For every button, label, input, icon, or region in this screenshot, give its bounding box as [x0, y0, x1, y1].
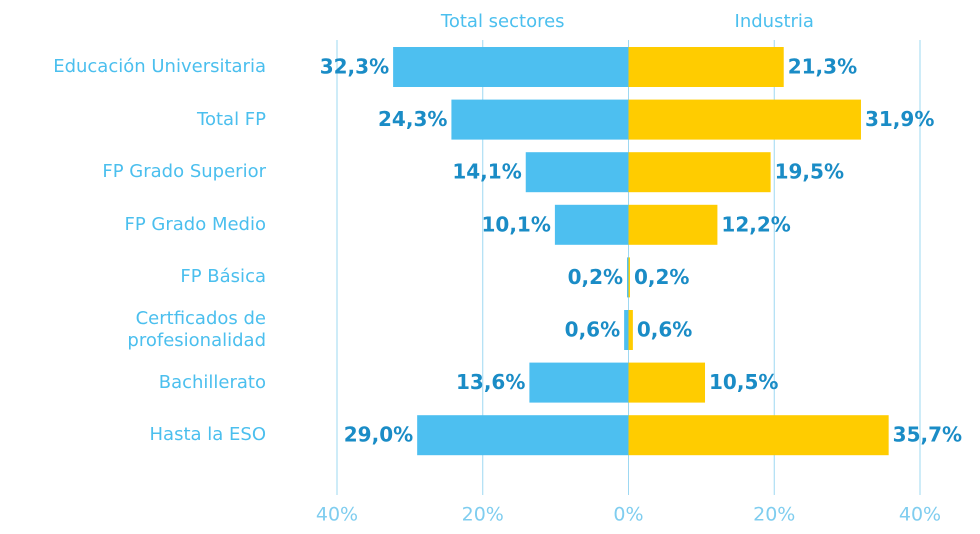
bar	[451, 99, 629, 140]
x-tick-label: 20%	[462, 504, 504, 526]
bar	[628, 415, 889, 456]
bar	[525, 152, 629, 193]
category-label: Educación Universitaria	[53, 56, 266, 77]
value-label: 31,9%	[865, 107, 934, 131]
legend-label: Total sectores	[440, 11, 565, 32]
bar	[393, 47, 629, 87]
bar	[628, 204, 718, 245]
value-label: 35,7%	[893, 423, 962, 447]
category-label: Hasta la ESO	[149, 424, 266, 446]
category-label: Total FP	[197, 108, 266, 130]
bar	[417, 415, 629, 456]
value-label: 12,2%	[721, 212, 790, 236]
category-label: Bachillerato	[158, 371, 266, 393]
value-label: 13,6%	[456, 370, 525, 394]
bar	[628, 310, 633, 350]
bar	[628, 47, 784, 87]
bar	[627, 257, 629, 298]
bar	[624, 310, 629, 350]
bar	[554, 204, 629, 245]
category-label: FP Grado Medio	[124, 213, 266, 235]
value-label: 10,5%	[709, 370, 778, 394]
value-label: 0,6%	[637, 318, 692, 342]
value-label: 0,2%	[634, 265, 689, 289]
value-label: 10,1%	[482, 212, 551, 236]
value-label: 24,3%	[378, 107, 447, 131]
bar	[628, 152, 771, 193]
x-tick-label: 20%	[753, 504, 795, 526]
category-label: FP Básica	[180, 266, 266, 288]
x-tick-label: 0%	[613, 504, 643, 526]
bar	[628, 99, 861, 140]
value-label: 29,0%	[344, 423, 413, 447]
category-label: Certficados de profesionalidad	[127, 308, 266, 351]
bar	[529, 362, 629, 403]
value-label: 19,5%	[775, 160, 844, 184]
category-label: FP Grado Superior	[102, 161, 266, 183]
value-label: 32,3%	[320, 55, 389, 79]
value-label: 14,1%	[452, 160, 521, 184]
legend-label: Industria	[735, 11, 814, 32]
value-label: 21,3%	[788, 55, 857, 79]
x-tick-label: 40%	[316, 504, 358, 526]
bar	[628, 257, 630, 298]
value-label: 0,6%	[565, 318, 620, 342]
x-tick-label: 40%	[899, 504, 941, 526]
bar	[628, 362, 706, 403]
value-label: 0,2%	[568, 265, 623, 289]
